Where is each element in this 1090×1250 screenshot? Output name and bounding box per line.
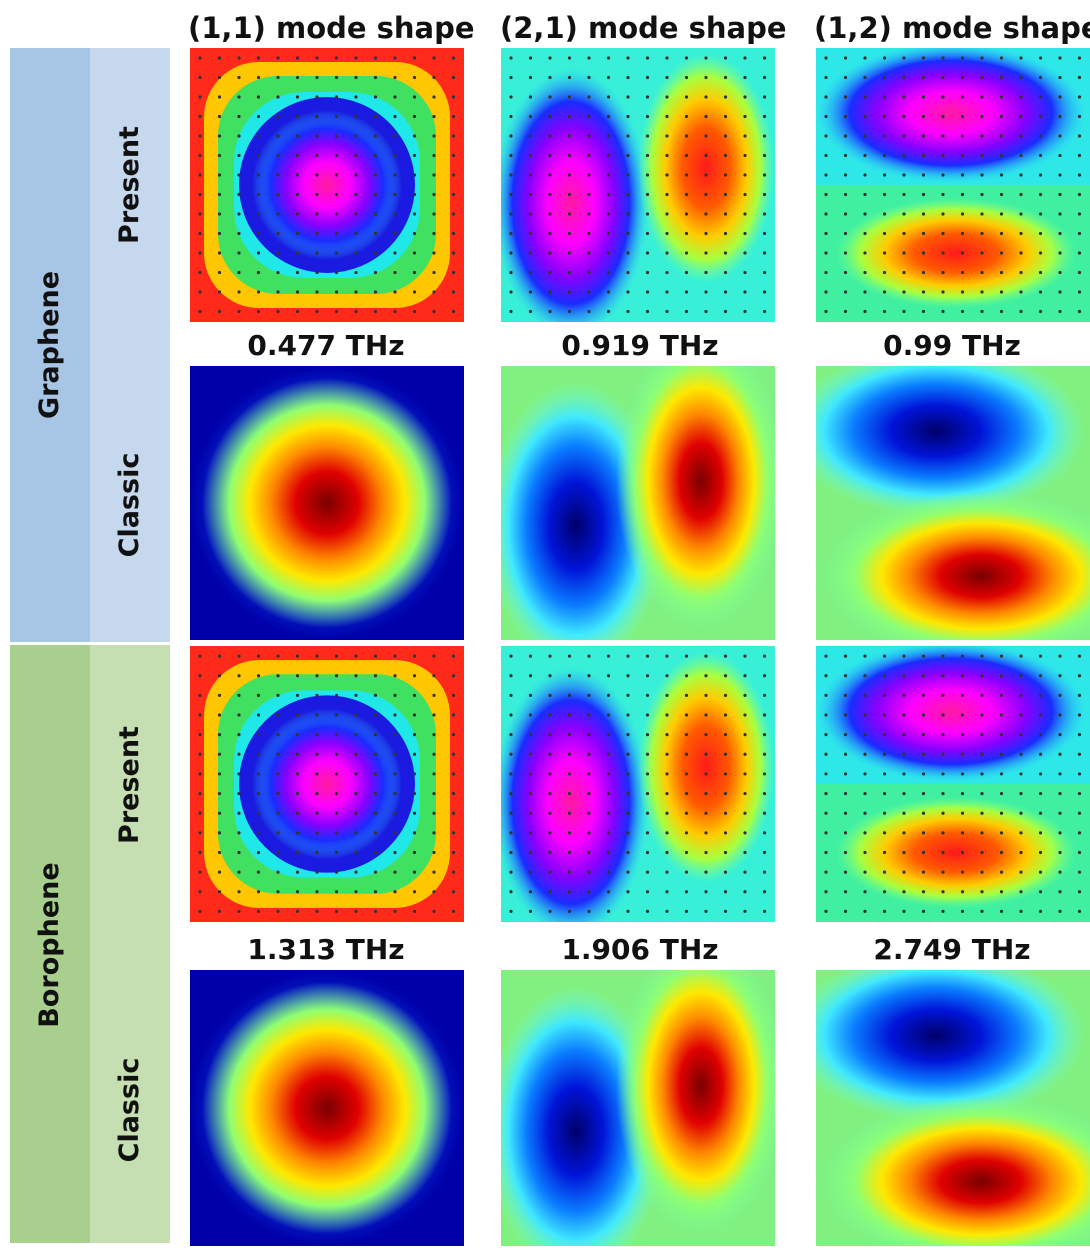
mode-shape-graphene-present-mode-21 [501, 48, 775, 322]
mode-shape-graphene-present-mode-12 [816, 48, 1090, 322]
grid-dots-borophene-mode-11 [198, 654, 456, 914]
grid-dots-graphene-mode-12 [824, 56, 1082, 314]
mode-shape-borophene-classic-mode-11 [190, 970, 464, 1246]
borophene-band [10, 645, 90, 1243]
borophene-subband [90, 645, 170, 1243]
graphene-band [10, 48, 90, 642]
mode-shape-borophene-present-mode-21 [501, 646, 775, 922]
column-title-mode-12: (1,2) mode shape [814, 11, 1090, 45]
mode-shape-borophene-present-mode-11 [190, 646, 464, 922]
mode-shape-graphene-present-mode-11 [190, 48, 464, 322]
row-label-graphene-classic: Classic [114, 452, 145, 558]
frequency-borophene-mode-11: 1.313 THz [247, 933, 405, 966]
grid-dots-graphene-mode-11 [198, 56, 456, 314]
mode-shape-borophene-present-mode-12 [816, 646, 1090, 922]
material-label-borophene: Borophene [34, 862, 65, 1028]
grid-dots-borophene-mode-12 [824, 654, 1082, 914]
frequency-graphene-mode-12: 0.99 THz [883, 329, 1021, 362]
graphene-subband [90, 48, 170, 642]
mode-shape-graphene-classic-mode-21 [501, 366, 775, 640]
mode-shape-graphene-classic-mode-12 [816, 366, 1090, 640]
column-title-mode-21: (2,1) mode shape [500, 11, 787, 45]
frequency-graphene-mode-11: 0.477 THz [247, 329, 405, 362]
row-label-graphene-present: Present [114, 126, 145, 244]
frequency-borophene-mode-12: 2.749 THz [873, 933, 1031, 966]
mode-shape-graphene-classic-mode-11 [190, 366, 464, 640]
grid-dots-graphene-mode-21 [509, 56, 767, 314]
frequency-borophene-mode-21: 1.906 THz [561, 933, 719, 966]
material-label-graphene: Graphene [34, 270, 65, 420]
column-title-mode-11: (1,1) mode shape [188, 11, 475, 45]
row-label-borophene-classic: Classic [114, 1057, 145, 1163]
grid-dots-borophene-mode-21 [509, 654, 767, 914]
frequency-graphene-mode-21: 0.919 THz [561, 329, 719, 362]
row-label-borophene-present: Present [114, 726, 145, 844]
mode-shape-borophene-classic-mode-21 [501, 970, 775, 1246]
mode-shape-borophene-classic-mode-12 [816, 970, 1090, 1246]
